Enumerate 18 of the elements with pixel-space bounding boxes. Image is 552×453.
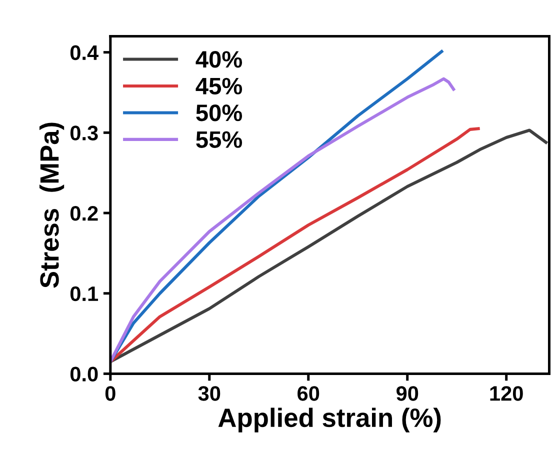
y-tick-label: 0.3 <box>70 126 98 140</box>
y-axis-title: Stress (MPa) <box>39 122 64 288</box>
legend-label: 45% <box>196 78 242 94</box>
x-tick-label: 90 <box>396 386 418 401</box>
y-tick-label: 0.4 <box>70 45 98 60</box>
y-tick-label: 0.0 <box>70 366 98 382</box>
x-tick-label: 30 <box>198 386 220 401</box>
legend-label: 40% <box>196 51 242 68</box>
x-axis-title: Applied strain (%) <box>218 408 441 432</box>
legend-label: 50% <box>196 104 242 122</box>
x-tick-label: 120 <box>490 386 523 401</box>
legend-label: 55% <box>196 131 242 148</box>
x-tick-label: 60 <box>298 386 320 401</box>
line-series <box>110 127 480 364</box>
x-tick-label: 0 <box>105 386 116 401</box>
line-series <box>110 128 548 364</box>
y-tick-label: 0.2 <box>70 206 98 221</box>
y-tick-label: 0.1 <box>70 286 98 302</box>
